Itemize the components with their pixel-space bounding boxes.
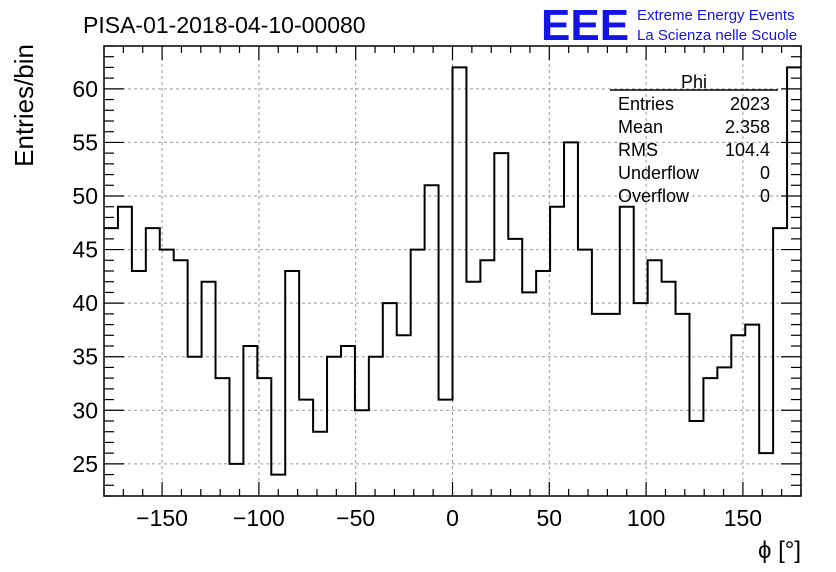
y-tick-label: 35 (72, 344, 98, 370)
y-tick-label: 30 (72, 397, 98, 423)
x-tick-label: 150 (724, 505, 762, 531)
bin-46 (745, 325, 759, 496)
axis-ticks (103, 45, 802, 497)
bin-40 (662, 282, 676, 496)
x-axis-title: ϕ [°] (758, 537, 801, 564)
stats-label: Overflow (618, 186, 690, 206)
bin-34 (578, 250, 592, 496)
stats-value: 104.4 (725, 140, 770, 160)
logo-line-1: Extreme Energy Events (637, 7, 795, 24)
bin-22 (411, 250, 425, 496)
stats-title: Phi (681, 72, 707, 92)
bin-2 (132, 271, 146, 496)
bin-21 (397, 335, 411, 496)
y-tick-label: 55 (72, 129, 98, 155)
bin-11 (257, 378, 271, 496)
bin-3 (146, 228, 160, 496)
bin-45 (731, 335, 745, 496)
bin-25 (453, 67, 467, 496)
bin-44 (717, 367, 731, 496)
x-tick-label: 50 (537, 505, 563, 531)
bin-35 (592, 314, 606, 496)
stats-label: Entries (618, 94, 674, 114)
x-tick-label: −100 (233, 505, 285, 531)
bin-36 (606, 314, 620, 496)
stats-value: 2.358 (725, 117, 770, 137)
bin-39 (648, 260, 662, 496)
stats-label: Underflow (618, 163, 700, 183)
bin-26 (466, 282, 480, 496)
y-tick-label: 50 (72, 183, 98, 209)
bin-17 (341, 346, 355, 496)
x-tick-label: 0 (446, 505, 459, 531)
stats-box: Phi Entries 2023 Mean 2.358 RMS 104.4 Underflo… (610, 72, 778, 206)
stats-label: RMS (618, 140, 658, 160)
bin-28 (494, 153, 508, 496)
y-axis-title: Entries/bin (9, 44, 39, 167)
stats-value: 0 (760, 163, 770, 183)
bin-0 (104, 228, 118, 496)
bin-16 (327, 357, 341, 496)
bin-30 (522, 292, 536, 496)
bin-29 (508, 239, 522, 496)
bin-4 (160, 250, 174, 496)
bin-33 (564, 142, 578, 496)
x-tick-labels: −150 −100 −50 0 50 100 150 (136, 505, 762, 531)
eee-logo: EEE Extreme Energy Events La Scienza nel… (541, 1, 797, 50)
bin-42 (689, 421, 703, 496)
bin-31 (536, 271, 550, 496)
bin-41 (676, 314, 690, 496)
bin-9 (229, 464, 243, 496)
stats-label: Mean (618, 117, 663, 137)
x-tick-label: −50 (336, 505, 375, 531)
bin-6 (188, 357, 202, 496)
bin-7 (202, 282, 216, 496)
y-tick-label: 45 (72, 237, 98, 263)
bin-24 (439, 400, 453, 496)
x-tick-label: 100 (627, 505, 665, 531)
bin-14 (299, 400, 313, 496)
bin-23 (425, 185, 439, 496)
y-tick-label: 25 (72, 451, 98, 477)
chart-title: PISA-01-2018-04-10-00080 (83, 12, 366, 38)
bin-43 (703, 378, 717, 496)
bin-47 (759, 453, 773, 496)
bin-13 (285, 271, 299, 496)
logo-line-2: La Scienza nelle Scuole (637, 27, 797, 44)
y-tick-label: 40 (72, 290, 98, 316)
bin-10 (243, 346, 257, 496)
y-tick-labels: 25 30 35 40 45 50 55 60 (72, 76, 98, 477)
bin-20 (383, 303, 397, 496)
x-tick-label: −150 (136, 505, 188, 531)
bin-37 (620, 207, 634, 496)
bin-8 (216, 378, 230, 496)
bin-19 (369, 357, 383, 496)
histogram-outline (104, 66, 801, 476)
bin-15 (313, 432, 327, 496)
logo-mark: EEE (541, 1, 629, 50)
bin-18 (355, 410, 369, 496)
bin-27 (480, 260, 494, 496)
bin-48 (773, 228, 787, 496)
bin-32 (550, 207, 564, 496)
histogram-bins (104, 67, 801, 496)
bin-5 (174, 260, 188, 496)
stats-value: 2023 (730, 94, 770, 114)
y-tick-label: 60 (72, 76, 98, 102)
stats-value: 0 (760, 186, 770, 206)
bin-38 (634, 303, 648, 496)
